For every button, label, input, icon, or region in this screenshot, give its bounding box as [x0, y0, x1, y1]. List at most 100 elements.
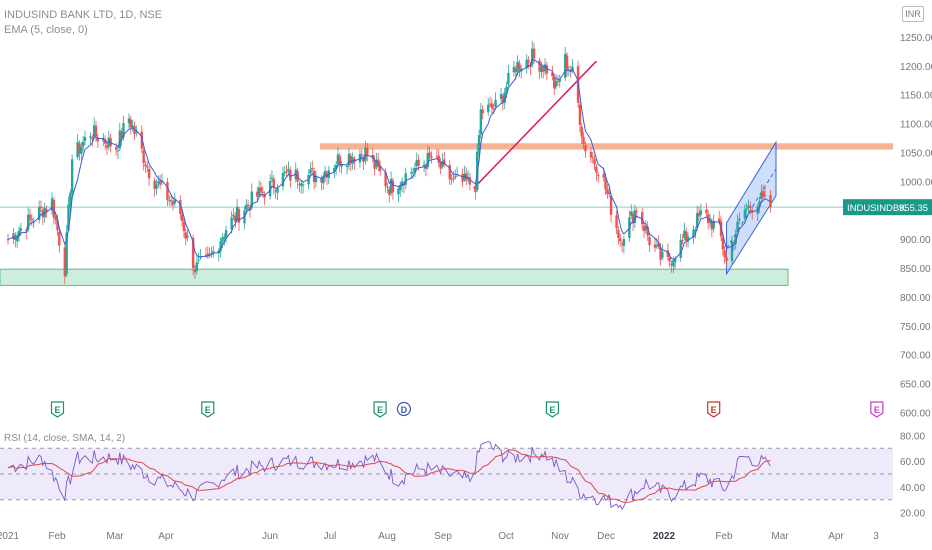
- svg-text:E: E: [377, 405, 383, 415]
- candle: [736, 214, 739, 236]
- candle: [25, 227, 28, 239]
- candle: [184, 228, 187, 246]
- candle: [699, 203, 703, 219]
- candle: [615, 210, 618, 235]
- candle: [747, 199, 750, 213]
- candle: [413, 162, 417, 177]
- candle: [142, 147, 145, 171]
- candle: [481, 105, 484, 120]
- support-zone[interactable]: [0, 268, 789, 286]
- candle: [439, 157, 442, 175]
- candle: [619, 233, 622, 248]
- candle: [322, 172, 325, 190]
- candle: [428, 146, 431, 161]
- ema-line[interactable]: [7, 59, 771, 260]
- candle: [131, 119, 134, 132]
- candle: [554, 73, 558, 90]
- candle: [298, 181, 301, 193]
- candle: [274, 187, 277, 200]
- rsi-indicator-label[interactable]: RSI (14, close, SMA, 14, 2): [4, 433, 125, 444]
- candle: [743, 204, 747, 224]
- candle: [65, 224, 68, 277]
- candle: [518, 59, 521, 78]
- currency-badge[interactable]: INR: [902, 6, 924, 22]
- event-marker-e[interactable]: E: [545, 401, 559, 418]
- candle: [450, 173, 453, 185]
- ema-indicator-label[interactable]: EMA (5, close, 0): [4, 24, 88, 36]
- candle: [564, 46, 567, 82]
- candle: [70, 154, 74, 199]
- candle: [127, 113, 131, 129]
- time-axis-label: 3: [873, 531, 879, 542]
- event-marker-e[interactable]: E: [201, 401, 215, 418]
- candle: [340, 160, 343, 174]
- event-marker-d[interactable]: D: [396, 401, 412, 417]
- price-axis-label: 800.00: [900, 293, 931, 304]
- candle: [545, 61, 549, 81]
- time-axis-label: Feb: [715, 531, 733, 542]
- candle: [83, 130, 87, 146]
- candle: [197, 252, 200, 264]
- candle: [659, 242, 662, 266]
- rsi-ma-line[interactable]: [7, 449, 771, 503]
- candle: [283, 165, 286, 177]
- price-axis-label: 600.00: [900, 408, 931, 419]
- candle: [270, 170, 274, 183]
- candle: [366, 143, 369, 162]
- candle: [477, 129, 481, 157]
- candle: [411, 167, 415, 179]
- candle: [593, 154, 596, 171]
- candle: [653, 238, 657, 253]
- candle: [224, 225, 228, 244]
- svg-text:E: E: [54, 405, 60, 415]
- candle: [633, 204, 637, 228]
- candle: [336, 147, 340, 168]
- candle: [512, 60, 516, 77]
- candle: [69, 189, 72, 214]
- time-axis-label: Mar: [106, 531, 124, 542]
- price-axis-label: 900.00: [900, 235, 931, 246]
- resistance-zone[interactable]: [320, 143, 893, 150]
- event-marker-e[interactable]: E: [870, 401, 884, 418]
- candle: [325, 170, 329, 186]
- candle: [606, 183, 609, 199]
- candle: [415, 152, 418, 169]
- candle: [525, 54, 528, 74]
- rsi-line[interactable]: [7, 441, 771, 511]
- candle: [397, 185, 400, 202]
- svg-text:E: E: [711, 405, 717, 415]
- candle: [725, 251, 728, 267]
- candle: [468, 172, 472, 191]
- price-axis-label: 1100.00: [900, 120, 932, 131]
- chart-title[interactable]: INDUSIND BANK LTD, 1D, NSE: [4, 9, 163, 21]
- candle: [15, 232, 19, 248]
- candle: [646, 221, 649, 241]
- candle: [96, 133, 100, 149]
- candle: [173, 192, 176, 207]
- candle: [474, 183, 477, 200]
- time-axis-label: 2022: [653, 531, 676, 542]
- candle: [166, 177, 169, 207]
- candle: [745, 202, 748, 215]
- candle: [551, 65, 554, 81]
- candle: [91, 134, 94, 147]
- price-axis-label: 750.00: [900, 322, 931, 333]
- candle: [186, 229, 189, 242]
- candle: [499, 87, 503, 103]
- candle: [210, 246, 213, 259]
- trendline-0[interactable]: [473, 60, 597, 189]
- event-marker-e[interactable]: E: [50, 401, 65, 418]
- event-marker-e[interactable]: E: [373, 401, 387, 418]
- candle: [146, 161, 149, 173]
- candle: [219, 237, 222, 258]
- event-marker-e[interactable]: E: [707, 401, 721, 418]
- candle: [461, 168, 464, 187]
- candle: [644, 220, 648, 234]
- candle: [208, 247, 211, 259]
- candle: [347, 147, 351, 170]
- candle: [129, 115, 133, 135]
- candle: [140, 125, 144, 154]
- candle: [582, 131, 585, 150]
